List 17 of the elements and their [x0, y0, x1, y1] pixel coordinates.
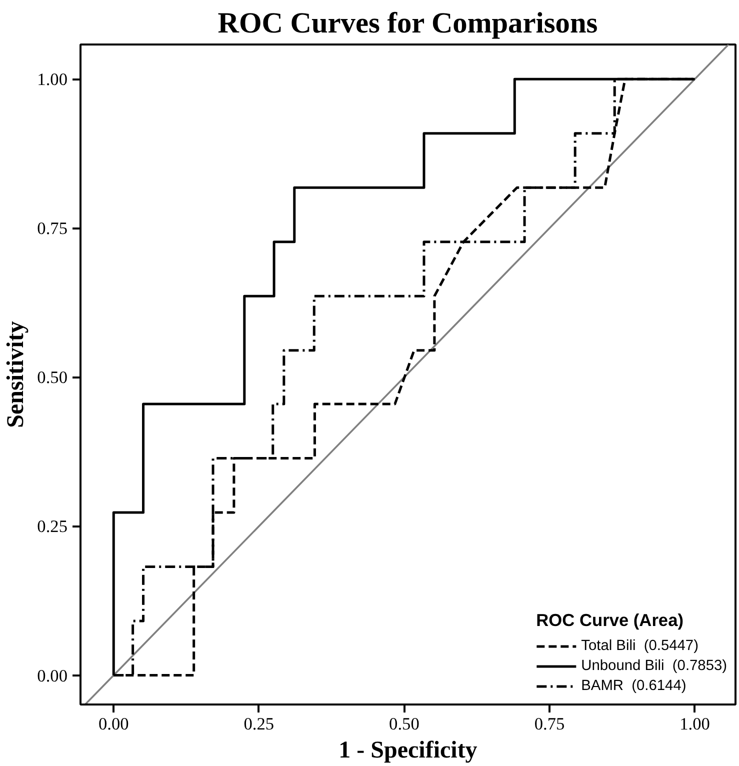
x-tick-label: 0.50: [389, 714, 420, 734]
y-tick-label: 0.00: [37, 666, 68, 686]
x-tick-label: 0.25: [244, 714, 274, 734]
y-tick-label: 0.25: [37, 517, 68, 536]
legend-title: ROC Curve (Area): [536, 610, 684, 631]
x-tick-label: 0.00: [98, 714, 129, 734]
x-axis-title: 1 - Specificity: [338, 738, 478, 764]
y-tick-label: 1.00: [37, 70, 68, 90]
y-axis-title: Sensitivity: [3, 321, 30, 428]
x-tick-label: 1.00: [680, 714, 710, 734]
y-tick-label: 0.75: [37, 219, 68, 238]
y-tick-label: 0.50: [37, 368, 68, 388]
chart-title: ROC Curves for Comparisons: [218, 8, 598, 40]
legend-label: Unbound Bili (0.7853): [581, 658, 727, 674]
legend-label: Total Bili (0.5447): [581, 638, 698, 654]
legend-label: BAMR (0.6144): [581, 678, 686, 694]
x-tick-label: 0.75: [534, 714, 565, 734]
